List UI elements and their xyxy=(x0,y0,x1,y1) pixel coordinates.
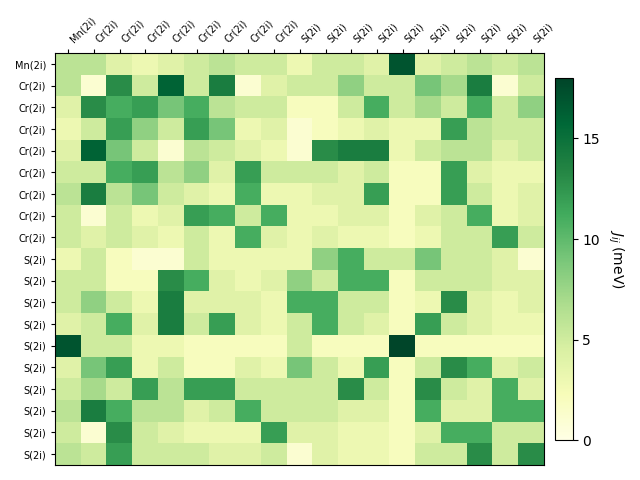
Y-axis label: $J_{ij}$ (meV): $J_{ij}$ (meV) xyxy=(605,229,625,289)
